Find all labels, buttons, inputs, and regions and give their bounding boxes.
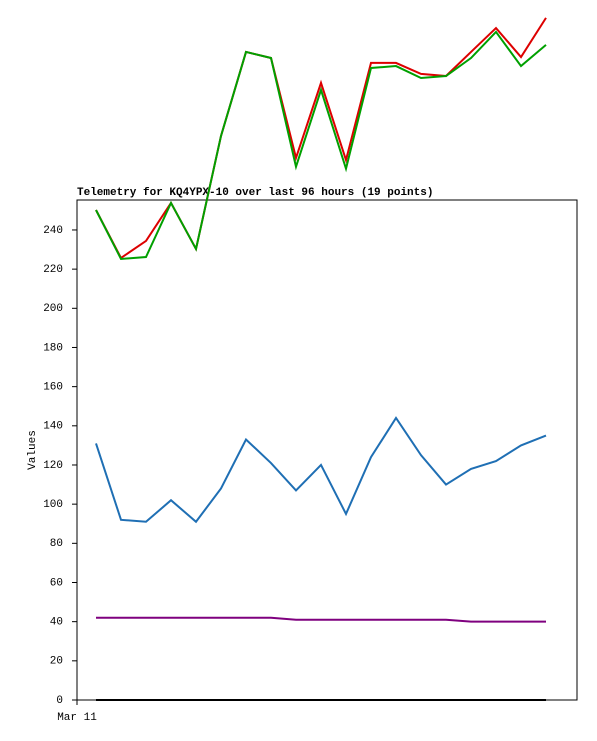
chart-title: Telemetry for KQ4YPX-10 over last 96 hou… [77, 187, 433, 199]
y-axis-label: Values [27, 430, 39, 470]
y-tick-label: 200 [43, 303, 63, 315]
y-tick-label: 220 [43, 264, 63, 276]
plot-frame [76, 199, 578, 701]
y-tick-label: 40 [50, 617, 63, 629]
y-tick-label: 140 [43, 421, 63, 433]
y-tick-label: 160 [43, 382, 63, 394]
data-line [95, 416, 547, 524]
y-tick-label: 100 [43, 499, 63, 511]
x-tick-label: Mar 11 [57, 712, 97, 724]
y-tick-label: 0 [56, 695, 63, 707]
y-tick-label: 60 [50, 577, 63, 589]
data-line [95, 17, 547, 260]
y-tick-label: 180 [43, 342, 63, 354]
y-tick-label: 80 [50, 538, 63, 550]
data-line [96, 616, 546, 623]
y-tick-label: 120 [43, 460, 63, 472]
data-line [95, 30, 547, 260]
y-tick-label: 240 [43, 225, 63, 237]
y-tick-label: 20 [50, 656, 63, 668]
